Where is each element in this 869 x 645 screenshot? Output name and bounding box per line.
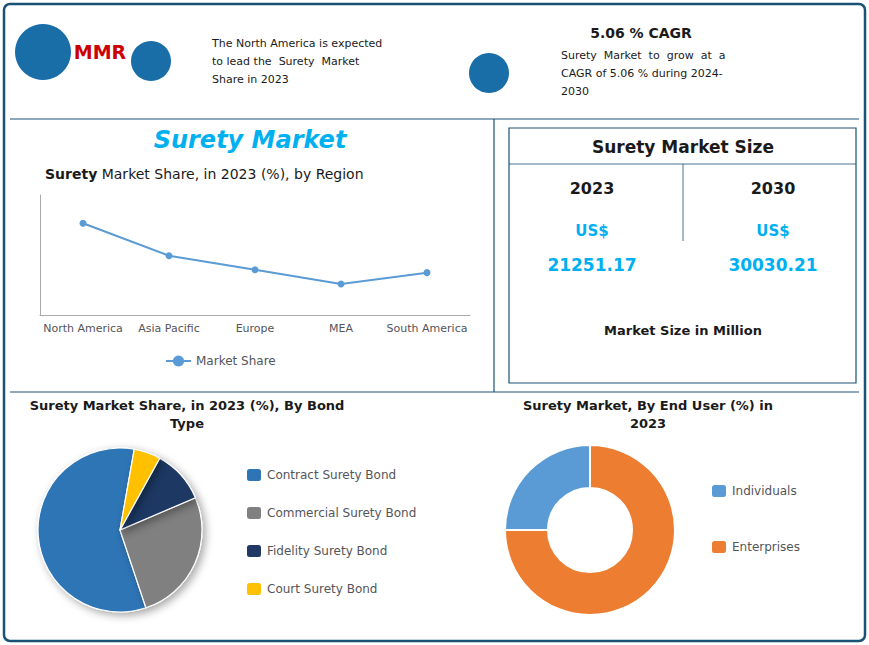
svg-text:Surety Market Share, in 2023 (: Surety Market Share, in 2023 (%), By Bon… (30, 398, 345, 413)
svg-text:Share in 2023: Share in 2023 (212, 73, 289, 86)
svg-text:MEA: MEA (329, 322, 353, 335)
svg-text:30030.21: 30030.21 (728, 255, 817, 275)
svg-text:5.06 % CAGR: 5.06 % CAGR (590, 25, 692, 41)
svg-text:Market Share, in 2023 (%), by: Market Share, in 2023 (%), by Region (97, 166, 363, 182)
svg-text:Type: Type (170, 416, 204, 431)
svg-text:South America: South America (387, 322, 468, 335)
svg-text:Surety Market to grow at: Surety Market to grow at a (561, 49, 725, 62)
svg-text:Enterprises: Enterprises (732, 540, 800, 554)
svg-text:Market Size in Million: Market Size in Million (604, 323, 762, 338)
svg-text:US$: US$ (575, 222, 608, 240)
svg-text:CAGR of 5.06 % during 2024-: CAGR of 5.06 % during 2024- (561, 67, 723, 80)
svg-text:2030: 2030 (751, 179, 796, 198)
svg-text:Court Surety Bond: Court Surety Bond (267, 582, 377, 596)
svg-text:to lead the Surety Market: to lead the Surety Market (212, 55, 360, 68)
svg-text:The North America is expected: The North America is expected (211, 37, 382, 50)
svg-text:Surety Market, By End User (%): Surety Market, By End User (%) in (523, 398, 773, 413)
svg-text:Surety Market: Surety Market (154, 126, 348, 154)
svg-text:North America: North America (43, 322, 123, 335)
svg-text:21251.17: 21251.17 (547, 255, 636, 275)
svg-text:Surety: Surety (45, 166, 97, 182)
svg-text:Europe: Europe (236, 322, 275, 335)
svg-text:2030: 2030 (561, 85, 589, 98)
svg-text:Contract Surety Bond: Contract Surety Bond (267, 468, 396, 482)
svg-text:Commercial Surety Bond: Commercial Surety Bond (267, 506, 416, 520)
svg-text:MMR: MMR (74, 41, 127, 63)
svg-text:2023: 2023 (570, 179, 615, 198)
svg-text:2023: 2023 (630, 416, 666, 431)
svg-text:US$: US$ (756, 222, 789, 240)
svg-text:Asia Pacific: Asia Pacific (138, 322, 200, 335)
svg-text:Market Share: Market Share (196, 354, 276, 368)
svg-text:Surety Market Size: Surety Market Size (592, 137, 774, 157)
svg-text:Fidelity Surety Bond: Fidelity Surety Bond (267, 544, 387, 558)
svg-text:Individuals: Individuals (732, 484, 797, 498)
